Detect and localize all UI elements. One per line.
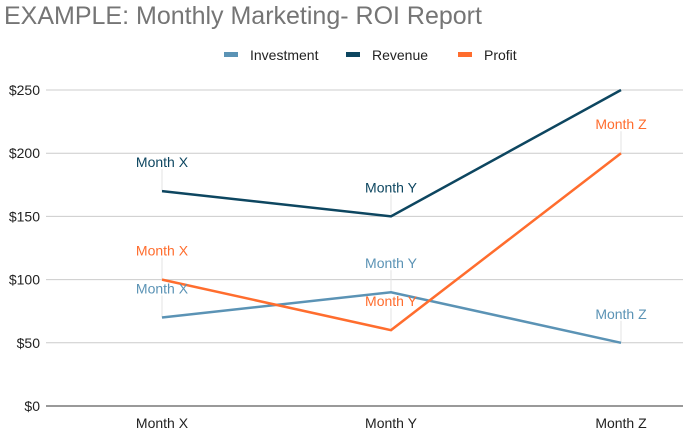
data-label: Month Y: [365, 255, 418, 271]
legend-swatch: [346, 52, 360, 57]
data-label: Month X: [136, 243, 189, 259]
x-tick-label: Month Z: [595, 415, 647, 431]
x-tick-label: Month X: [136, 415, 189, 431]
data-label: Month X: [136, 281, 189, 297]
data-label: Month Y: [365, 293, 418, 309]
data-label: Month Z: [595, 116, 647, 132]
series-line-profit: [161, 152, 622, 332]
data-label: Month X: [136, 154, 189, 170]
legend-swatch: [458, 52, 472, 57]
x-tick-label: Month Y: [365, 415, 418, 431]
y-tick-label: $250: [9, 82, 40, 98]
data-label: Month Y: [365, 179, 418, 195]
y-tick-label: $150: [9, 208, 40, 224]
series-line-investment: [161, 290, 622, 345]
series-line-revenue: [161, 88, 622, 218]
legend-label: Revenue: [372, 47, 428, 63]
y-tick-label: $100: [9, 272, 40, 288]
y-tick-label: $50: [17, 335, 41, 351]
legend-swatch: [224, 52, 238, 57]
y-tick-label: $200: [9, 145, 40, 161]
chart-title: EXAMPLE: Monthly Marketing- ROI Report: [4, 2, 482, 30]
legend-label: Investment: [250, 47, 319, 63]
data-label: Month Z: [595, 306, 647, 322]
legend-label: Profit: [484, 47, 517, 63]
y-tick-label: $0: [24, 398, 40, 414]
